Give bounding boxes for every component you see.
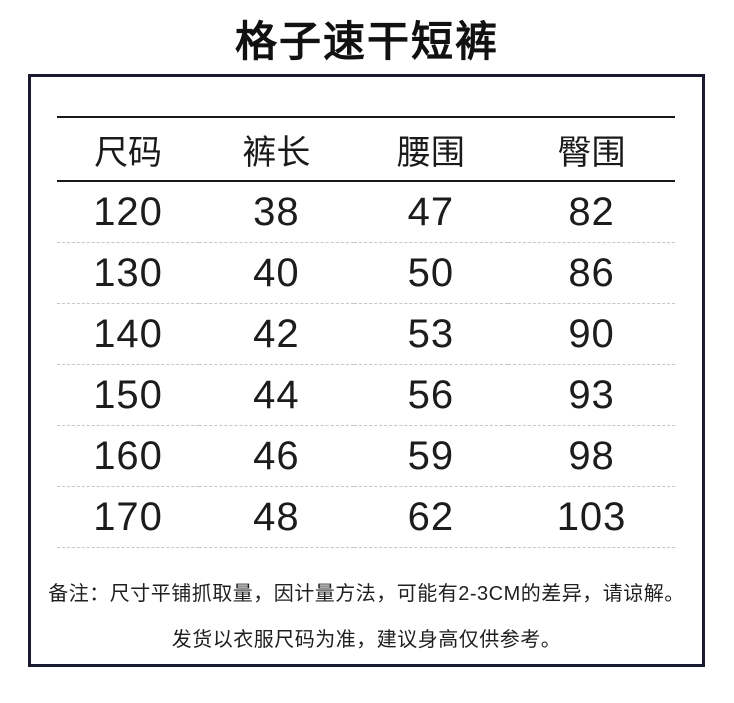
table-cell: 62 (353, 486, 509, 548)
table-cell: 38 (199, 181, 354, 243)
note-line-2: 发货以衣服尺码为准，建议身高仅供参考。 (171, 629, 562, 651)
column-header-waist: 腰围 (353, 116, 509, 182)
table-cell: 130 (57, 242, 200, 304)
column-header-hip: 臀围 (508, 116, 675, 182)
table-cell: 53 (353, 303, 509, 365)
table-cell: 160 (57, 425, 200, 487)
table-cell: 103 (508, 486, 675, 548)
table-cell: 44 (199, 364, 354, 426)
table-row: 170 48 62 103 (57, 486, 675, 548)
table-header-row: 尺码 裤长 腰围 臀围 (57, 116, 675, 182)
table-cell: 82 (508, 181, 675, 243)
page-title: 格子速干短裤 (234, 18, 499, 65)
table-row: 150 44 56 93 (57, 364, 675, 426)
table-row: 130 40 50 86 (57, 242, 675, 304)
table-cell: 170 (57, 486, 200, 548)
table-cell: 47 (353, 181, 509, 243)
table-cell: 140 (57, 303, 200, 365)
table-cell: 120 (57, 181, 200, 243)
table-cell: 42 (199, 303, 354, 365)
note-line-1: 备注：尺寸平铺抓取量，因计量方法，可能有2-3CM的差异，请谅解。 (48, 583, 685, 605)
table-cell: 98 (508, 425, 675, 487)
table-row: 120 38 47 82 (57, 181, 675, 243)
table-row: 160 46 59 98 (57, 425, 675, 487)
table-row: 140 42 53 90 (57, 303, 675, 365)
table-cell: 90 (508, 303, 675, 365)
table-cell: 59 (353, 425, 509, 487)
table-cell: 93 (508, 364, 675, 426)
table-cell: 56 (353, 364, 509, 426)
size-chart-panel: 尺码 裤长 腰围 臀围 120 38 47 82 130 40 50 86 (28, 74, 705, 667)
table-cell: 50 (353, 242, 509, 304)
column-header-size: 尺码 (57, 116, 200, 182)
table-cell: 40 (199, 242, 354, 304)
table-cell: 48 (199, 486, 354, 548)
table-cell: 150 (57, 364, 200, 426)
table-cell: 46 (199, 425, 354, 487)
table-cell: 86 (508, 242, 675, 304)
size-table: 尺码 裤长 腰围 臀围 120 38 47 82 130 40 50 86 (57, 116, 675, 548)
column-header-pants-length: 裤长 (199, 116, 354, 182)
